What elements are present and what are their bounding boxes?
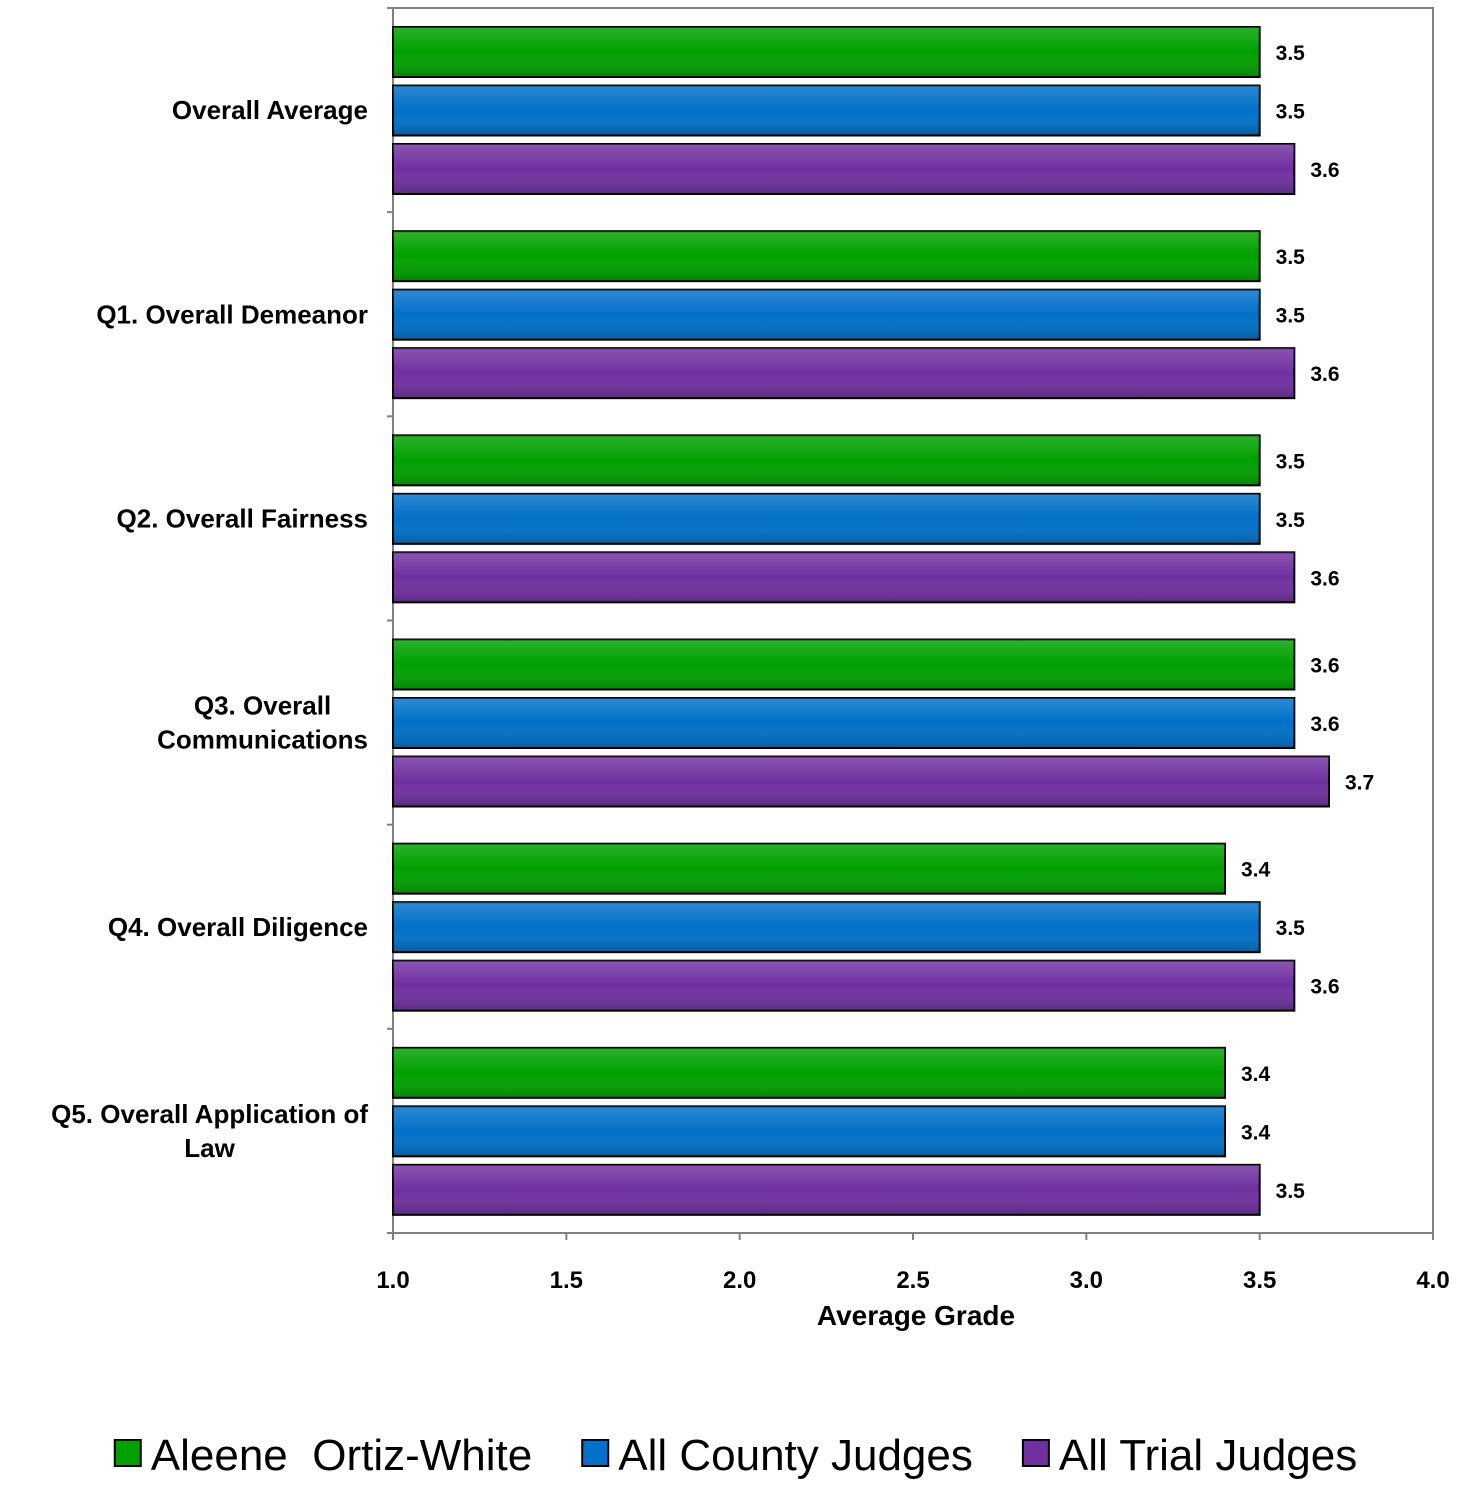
data-label: 3.5 [1276,101,1306,124]
category-label: Q1. Overall Demeanor [96,299,368,329]
data-label: 3.6 [1310,713,1339,736]
data-label: 3.5 [1276,509,1306,532]
category-label: Law [184,1133,235,1163]
bar-shading [393,960,1295,1011]
data-label: 3.7 [1345,772,1374,795]
category-label: Communications [157,725,368,755]
legend-item: All Trial Judges [1021,1431,1357,1480]
bar-shading [393,27,1260,77]
bar-shading [393,144,1295,194]
legend-label: Aleene Ortiz-White [151,1431,532,1480]
category-label: Overall Average [172,95,368,125]
bar-shading [393,756,1329,807]
data-label: 3.4 [1241,1121,1271,1144]
x-tick-label: 1.0 [376,1267,409,1294]
x-axis-title: Average Grade [817,1300,1015,1331]
data-label: 3.6 [1310,567,1339,590]
legend-label: All County Judges [618,1431,973,1480]
data-label: 3.6 [1310,655,1339,678]
x-tick-label: 1.5 [550,1267,583,1294]
category-label: Q2. Overall Fairness [117,503,368,533]
bar-shading [393,348,1295,399]
x-tick-label: 4.0 [1416,1267,1449,1294]
bar-shading [393,493,1260,544]
category-label: Q5. Overall Application of [51,1099,368,1129]
legend-swatch [581,1439,610,1467]
bar-shading [393,1047,1225,1098]
x-tick-label: 2.5 [896,1267,929,1294]
category-label: Q4. Overall Diligence [108,912,368,942]
bar-shading [393,552,1295,603]
data-label: 3.5 [1276,450,1306,473]
x-tick-label: 3.5 [1243,1267,1276,1294]
data-label: 3.6 [1310,159,1339,182]
bar-shading [393,698,1295,748]
bar-shading [393,231,1260,282]
legend-swatch [113,1439,142,1467]
data-label: 3.6 [1310,363,1339,386]
data-label: 3.5 [1276,917,1306,940]
bar-shading [393,843,1225,894]
data-label: 3.6 [1310,976,1339,999]
data-label: 3.5 [1276,42,1306,65]
bar-shading [393,902,1260,953]
data-label: 3.5 [1276,246,1306,269]
data-label: 3.5 [1276,305,1306,328]
data-label: 3.4 [1241,1063,1271,1086]
x-tick-label: 3.0 [1070,1267,1103,1294]
legend-label: All Trial Judges [1059,1431,1357,1480]
data-label: 3.5 [1276,1180,1306,1203]
bar-shading [393,85,1260,136]
bar-shading [393,289,1260,340]
category-label: Q3. Overall [194,691,331,721]
bar-shading [393,639,1295,690]
bar-shading [393,1106,1225,1157]
data-label: 3.4 [1241,859,1271,882]
x-tick-label: 2.0 [723,1267,756,1294]
legend-item: Aleene Ortiz-White [113,1431,532,1480]
legend-swatch [1021,1439,1050,1467]
bar-shading [393,1164,1260,1215]
legend-item: All County Judges [581,1431,973,1480]
bar-shading [393,435,1260,486]
plot-area [392,7,1434,1234]
